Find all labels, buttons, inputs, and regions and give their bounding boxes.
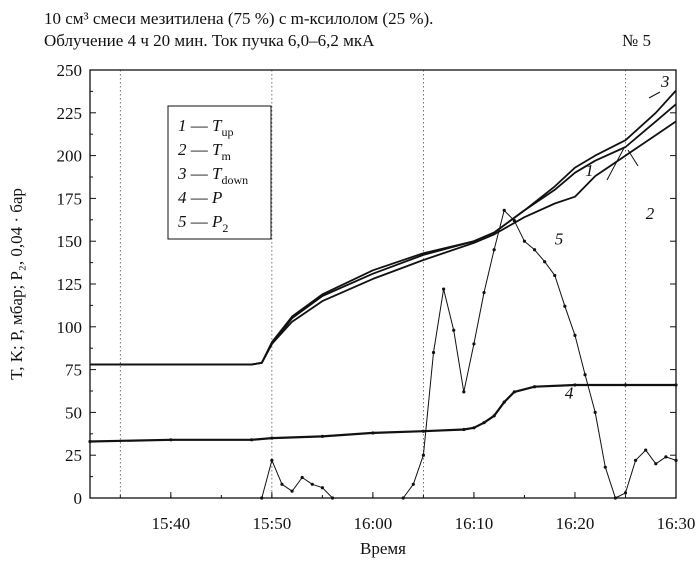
y-tick-label-8: 200 bbox=[57, 147, 83, 166]
y-tick-label-6: 150 bbox=[57, 232, 83, 251]
series-5-point-16 bbox=[482, 290, 486, 295]
series-5-point-6 bbox=[320, 486, 324, 490]
x-axis-ticks: 15:40 15:50 16:00 16:10 16:20 16:30 bbox=[119, 492, 696, 533]
series-4-point-12 bbox=[512, 390, 516, 394]
series-line-3 bbox=[90, 89, 677, 366]
series-5-point-34 bbox=[664, 455, 668, 459]
series-5-point-28 bbox=[603, 465, 607, 469]
series-5-point-14 bbox=[462, 390, 466, 394]
series-4-point-8 bbox=[472, 426, 476, 430]
series-5-point-17 bbox=[492, 248, 496, 252]
legend-entry-3: 3 — Tdown bbox=[177, 164, 248, 187]
series-4-point-3 bbox=[270, 436, 274, 440]
x-tick-label-2: 16:00 bbox=[354, 514, 393, 533]
curve-label-5: 5 bbox=[555, 230, 564, 249]
x-tick-label-5: 16:30 bbox=[657, 514, 696, 533]
series-5-point-24 bbox=[563, 304, 567, 308]
series-5-point-30 bbox=[623, 491, 628, 495]
series-4-point-7 bbox=[462, 427, 466, 432]
series-5-point-13 bbox=[452, 328, 456, 332]
series-5-point-2 bbox=[280, 482, 284, 486]
series-4-point-15 bbox=[623, 383, 628, 387]
curve-label-3: 3 bbox=[660, 72, 670, 91]
series-5-point-4 bbox=[300, 475, 304, 480]
y-tick-label-4: 100 bbox=[57, 318, 83, 337]
x-tick-label-1: 15:50 bbox=[252, 514, 291, 533]
legend-entry-4: 4 — P bbox=[178, 188, 222, 207]
series-5-point-18 bbox=[502, 208, 506, 212]
series-4-point-1 bbox=[169, 438, 173, 442]
series-5-point-15 bbox=[472, 342, 476, 346]
series-5-point-11 bbox=[431, 350, 436, 355]
series-5-point-21 bbox=[532, 248, 537, 252]
series-5-point-32 bbox=[644, 448, 648, 452]
chart-title-line-1: 10 см³ смеси мезитилена (75 %) с m-ксило… bbox=[44, 9, 434, 28]
curve-label-2: 2 bbox=[646, 204, 655, 223]
series-4-point-10 bbox=[492, 414, 496, 418]
chart-title-line-2: Облучение 4 ч 20 мин. Ток пучка 6,0–6,2 … bbox=[44, 31, 375, 50]
y-tick-label-0: 0 bbox=[74, 489, 83, 508]
x-tick-label-0: 15:40 bbox=[151, 514, 190, 533]
series-5-point-20 bbox=[522, 239, 527, 243]
y-tick-label-7: 175 bbox=[57, 189, 83, 208]
figure-number: № 5 bbox=[622, 31, 651, 50]
series-4-point-6 bbox=[421, 429, 426, 433]
y-tick-label-9: 225 bbox=[57, 104, 83, 123]
series-4-point-13 bbox=[532, 385, 537, 389]
series-line-5 bbox=[261, 209, 677, 499]
y-axis-label: T, K; P, мбар; P₂, 0,04 · бар bbox=[7, 188, 26, 380]
series-5-point-9 bbox=[411, 482, 415, 486]
series-5-point-26 bbox=[583, 373, 587, 377]
series-4-point-14 bbox=[573, 383, 577, 387]
series-5-point-19 bbox=[512, 219, 516, 223]
y-tick-label-2: 50 bbox=[65, 403, 82, 422]
legend-box bbox=[167, 105, 272, 240]
x-tick-label-4: 16:20 bbox=[556, 514, 595, 533]
series-5-point-3 bbox=[290, 489, 294, 493]
curve-label-leader-1 bbox=[606, 147, 625, 181]
series-4-point-11 bbox=[502, 400, 506, 404]
series-5-point-22 bbox=[543, 260, 547, 264]
curve-labels: 1 2 3 4 5 bbox=[555, 72, 670, 403]
series-4-point-9 bbox=[482, 421, 486, 425]
curve-label-1: 1 bbox=[585, 161, 594, 180]
series-4-point-2 bbox=[250, 438, 254, 442]
series-5-point-1 bbox=[270, 458, 274, 462]
series-5-point-31 bbox=[633, 458, 638, 462]
curve-label-leader-2 bbox=[627, 149, 639, 167]
curve-label-leader-3 bbox=[648, 91, 661, 99]
y-tick-label-10: 250 bbox=[57, 61, 83, 80]
series-4-point-4 bbox=[320, 434, 324, 438]
series-5-point-12 bbox=[442, 287, 446, 291]
series-5-point-25 bbox=[573, 333, 577, 337]
curve-label-4: 4 bbox=[565, 384, 574, 403]
series-5-point-10 bbox=[421, 453, 426, 457]
legend-entry-1: 1 — Tup bbox=[178, 116, 233, 139]
grid-lines bbox=[119, 70, 626, 498]
legend-entry-5: 5 — P2 bbox=[178, 212, 228, 235]
series-line-4 bbox=[89, 383, 676, 443]
series-5-point-33 bbox=[654, 462, 658, 466]
y-tick-label-1: 25 bbox=[65, 446, 82, 465]
legend-entry-2: 2 — Tm bbox=[178, 140, 231, 163]
series-4-point-5 bbox=[371, 431, 375, 435]
series-5-point-5 bbox=[310, 482, 314, 486]
series-layer bbox=[88, 89, 678, 500]
x-axis-label: Время bbox=[360, 539, 406, 558]
series-5-point-27 bbox=[593, 410, 597, 414]
series-5-point-23 bbox=[553, 273, 557, 278]
y-tick-label-3: 75 bbox=[65, 361, 82, 380]
x-tick-label-3: 16:10 bbox=[455, 514, 494, 533]
y-tick-label-5: 125 bbox=[57, 275, 83, 294]
